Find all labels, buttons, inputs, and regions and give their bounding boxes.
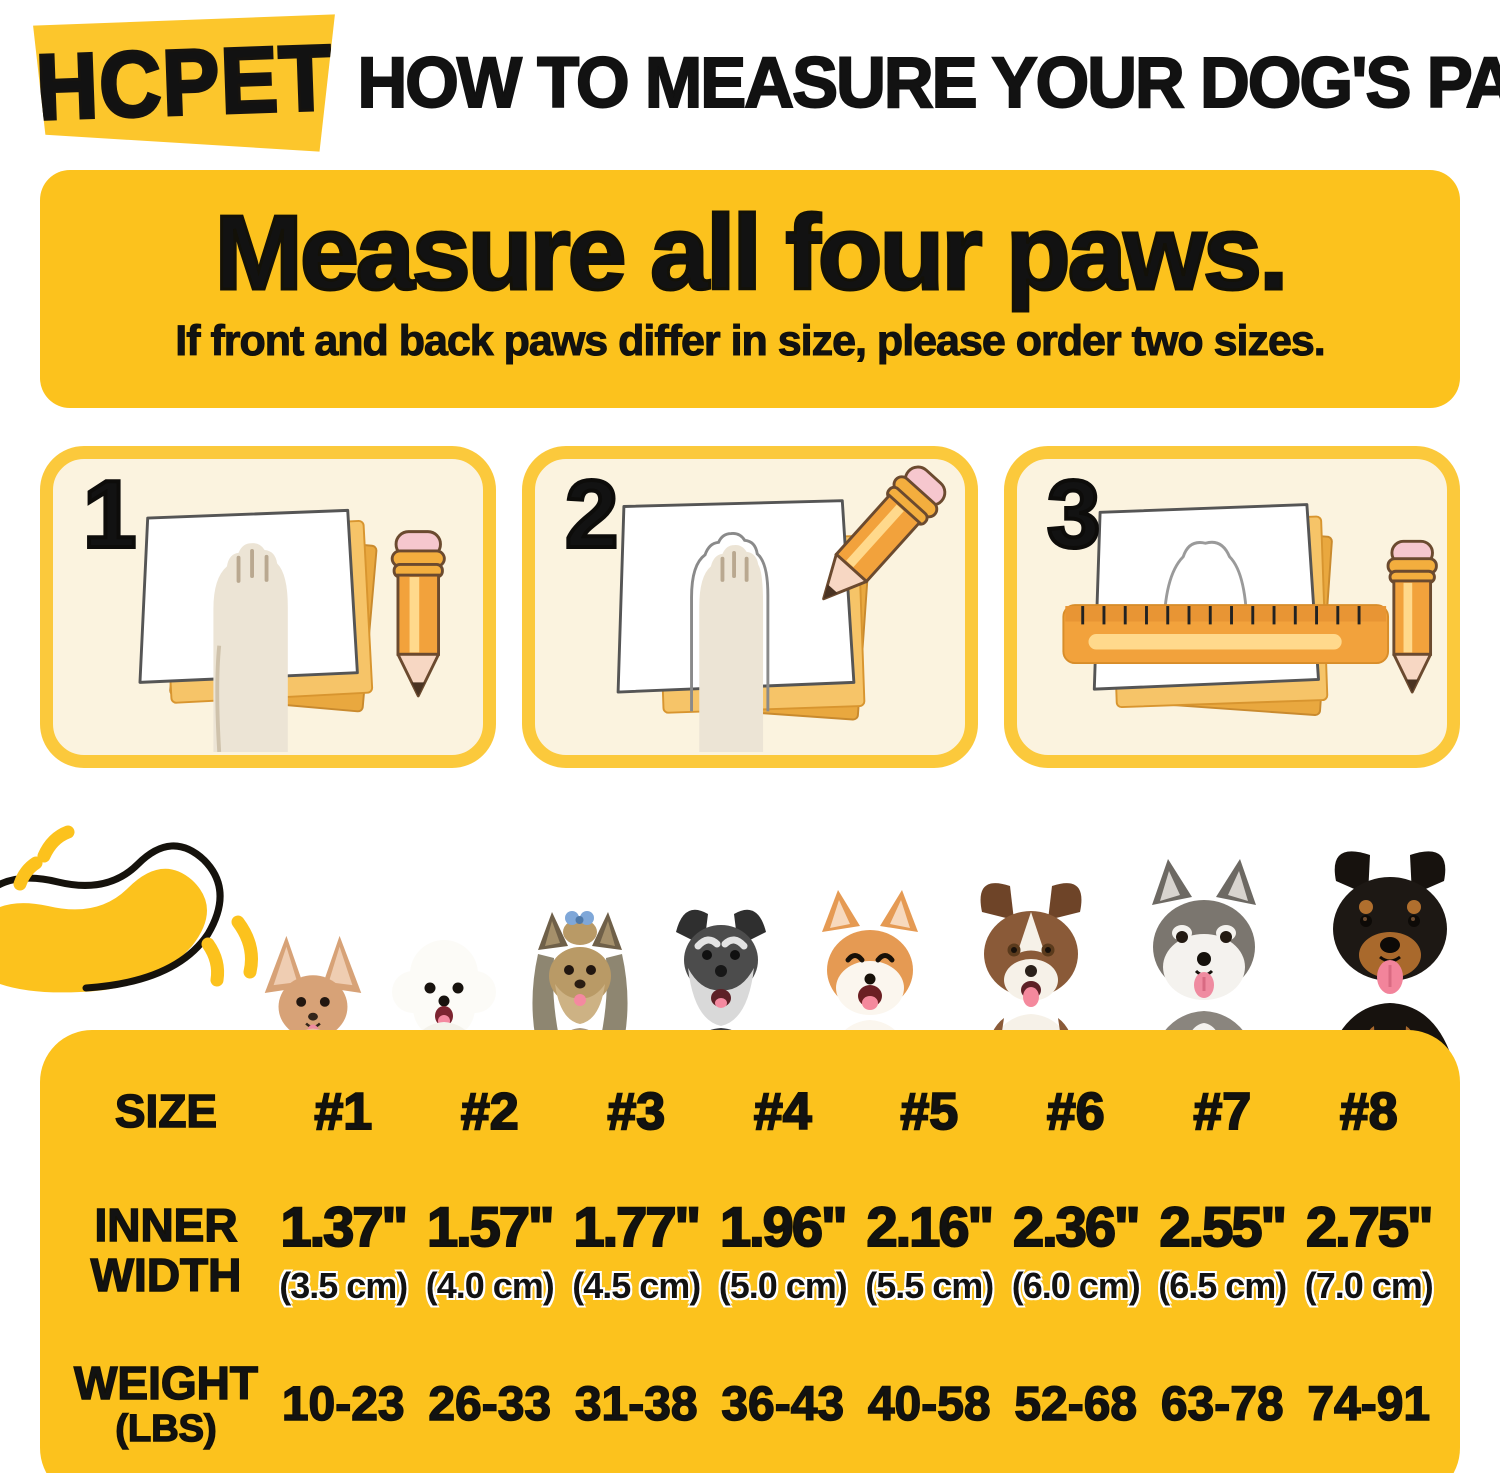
inner-width-value: 2.16" (5.5 cm) (856, 1194, 1003, 1307)
size-value: #6 (1046, 1082, 1106, 1142)
weight-value: 31-38 (574, 1377, 698, 1432)
page-title: HOW TO MEASURE YOUR DOG'S PAWS (357, 43, 1500, 124)
cm-value: (5.5 cm) (865, 1265, 994, 1306)
inner-width-value: 2.75" (7.0 cm) (1296, 1194, 1443, 1307)
cm-value: (4.5 cm) (572, 1265, 701, 1306)
size-value: #4 (753, 1082, 813, 1142)
paw-on-paper-icon (138, 508, 446, 753)
measuring-steps: 1 2 (40, 446, 1460, 768)
cm-value: (5.0 cm) (718, 1265, 848, 1306)
pencil-icon (822, 465, 947, 601)
size-chart-panel: SIZE #1 #2 #3 #4 #5 #6 #7 #8 INNER WIDTH… (40, 1030, 1460, 1473)
weight-value: 74-91 (1307, 1377, 1431, 1432)
inner-width-value: 1.77" (4.5 cm) (563, 1194, 710, 1307)
step-3-box: 3 (1004, 446, 1460, 768)
inner-width-row: INNER WIDTH 1.37" (3.5 cm) 1.57" (4.0 cm… (62, 1194, 1442, 1307)
inch-value: 1.77" (572, 1194, 702, 1259)
inch-value: 1.96" (719, 1194, 849, 1259)
step-1-box: 1 (40, 446, 496, 768)
step-3-number: 3 (1045, 461, 1102, 568)
inch-value: 2.75" (1305, 1194, 1435, 1259)
dog-lineup (258, 833, 1500, 1058)
cm-value: (3.5 cm) (279, 1265, 408, 1306)
size-value: #8 (1339, 1082, 1399, 1142)
weight-label-line2: (LBS) (115, 1407, 218, 1450)
weight-row: WEIGHT (LBS) 10-23 26-33 31-38 36-43 40-… (62, 1357, 1442, 1450)
step-2-box: 2 (522, 446, 978, 768)
squiggle-doodle-icon (0, 825, 258, 993)
header: HCPET HOW TO MEASURE YOUR DOG'S PAWS (0, 0, 1500, 162)
step-2-number: 2 (563, 461, 620, 568)
size-value: #1 (313, 1082, 373, 1142)
pencil-icon (1386, 539, 1438, 694)
cm-value: (4.0 cm) (425, 1265, 555, 1306)
size-value: #3 (606, 1082, 666, 1142)
size-value: #7 (1192, 1082, 1252, 1142)
size-value: #5 (899, 1082, 959, 1142)
dog-rottweiler (1328, 851, 1452, 1058)
weight-value: 63-78 (1160, 1377, 1284, 1432)
cm-value: (6.0 cm) (1011, 1265, 1141, 1306)
weight-value: 52-68 (1014, 1377, 1138, 1432)
inner-width-value: 1.37" (3.5 cm) (270, 1194, 417, 1307)
banner-headline: Measure all four paws. (213, 194, 1290, 312)
brand-logo: HCPET (33, 14, 335, 152)
inner-width-value: 2.55" (6.5 cm) (1149, 1194, 1296, 1307)
inch-value: 2.55" (1158, 1194, 1288, 1259)
instruction-banner: Measure all four paws. If front and back… (40, 170, 1460, 408)
banner-subheadline: If front and back paws differ in size, p… (175, 317, 1326, 366)
weight-value: 36-43 (721, 1377, 845, 1432)
inner-width-value: 1.57" (4.0 cm) (417, 1194, 564, 1307)
inner-width-row-label: INNER WIDTH (62, 1198, 270, 1301)
size-row-label: SIZE (114, 1085, 218, 1138)
weight-row-label: WEIGHT (LBS) (62, 1357, 270, 1450)
inner-width-value: 2.36" (6.0 cm) (1003, 1194, 1150, 1307)
cm-value: (7.0 cm) (1304, 1265, 1434, 1306)
brand-logo-text: HCPET (33, 24, 335, 141)
dogs-row (0, 798, 1500, 1058)
weight-value: 10-23 (281, 1377, 405, 1432)
inch-value: 2.16" (865, 1194, 995, 1259)
ruler-measuring-icon (1062, 503, 1438, 716)
size-value: #2 (460, 1082, 520, 1142)
dog-alaskan-malamute (1150, 859, 1258, 1058)
inner-width-label-line2: WIDTH (90, 1248, 242, 1301)
inch-value: 1.57" (426, 1194, 556, 1259)
step-1-number: 1 (81, 461, 138, 568)
cm-value: (6.5 cm) (1158, 1265, 1287, 1306)
inner-width-value: 1.96" (5.0 cm) (710, 1194, 857, 1307)
weight-label-line1: WEIGHT (73, 1357, 258, 1409)
size-row: SIZE #1 #2 #3 #4 #5 #6 #7 #8 (62, 1082, 1442, 1142)
weight-value: 26-33 (428, 1377, 552, 1432)
inch-value: 1.37" (279, 1194, 409, 1259)
weight-value: 40-58 (867, 1377, 991, 1432)
inch-value: 2.36" (1012, 1194, 1142, 1259)
tracing-paw-icon (616, 465, 947, 752)
pencil-icon (390, 530, 446, 698)
ruler-icon (1062, 604, 1390, 665)
inner-width-label-line1: INNER (94, 1198, 239, 1251)
